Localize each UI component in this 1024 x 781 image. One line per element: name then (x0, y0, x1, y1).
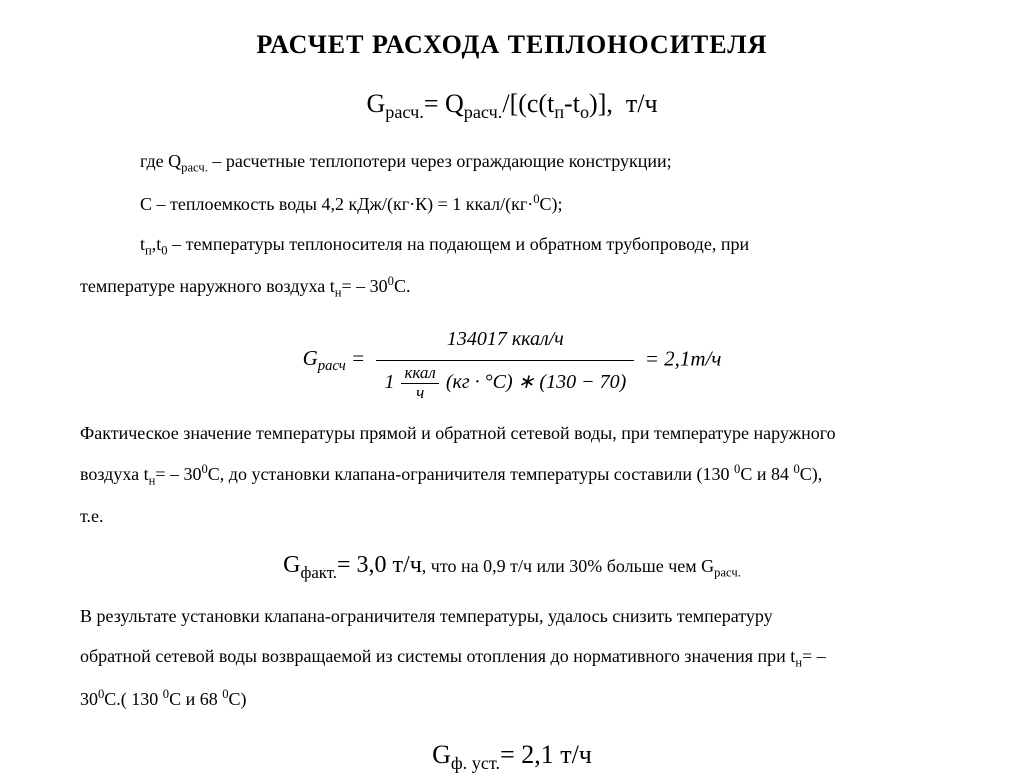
def-q-text: – расчетные теплопотери через ограждающи… (208, 151, 672, 171)
calc-sfnum: ккал (401, 364, 438, 384)
c-4: С) (229, 689, 247, 709)
formula-close: )], (589, 89, 613, 118)
calc-g: G (303, 346, 318, 370)
def-q: где Qрасч. – расчетные теплопотери через… (80, 144, 944, 181)
main-formula: Gрасч.= Qрасч./[(c(tп-tо)], т/ч (80, 79, 944, 130)
def-t-line1: tп,t0 – температуры теплоносителя на под… (80, 227, 944, 264)
final-val: = 2,1 т/ч (500, 740, 592, 769)
calc-den: 1 ккал ч (кг · °С) ∗ (130 − 70) (376, 361, 634, 403)
calc-den-mid: (кг · °С) ∗ (130 − 70) (446, 371, 626, 393)
formula-g: G (366, 89, 385, 118)
def-t2b: = – 30 (341, 276, 387, 296)
calc-eq: = (346, 346, 371, 370)
def-t-s1: п (145, 243, 152, 257)
final-sub: ф. уст. (451, 753, 500, 773)
def-t-text: – температуры теплоносителя на подающем … (168, 234, 750, 254)
b1-2: = – 30 (155, 464, 201, 484)
calc-g-sub: расч (318, 359, 346, 375)
b1-3: С, до установки клапана-ограничителя тем… (208, 464, 734, 484)
def-c-text: С – теплоемкость воды 4,2 кДж/(кг·К) = 1… (140, 194, 533, 214)
b1-5: С), (800, 464, 823, 484)
calc-result: = 2,1т/ч (645, 346, 722, 370)
calc-small-frac: ккал ч (401, 364, 438, 402)
formula-q-sub: расч. (464, 103, 503, 123)
body1-a: Фактическое значение температуры прямой … (80, 416, 944, 450)
page-title: РАСЧЕТ РАСХОДА ТЕПЛОНОСИТЕЛЯ (80, 20, 944, 69)
def-t-comma: ,t (152, 234, 162, 254)
body1-b: воздуха tн= – 300С, до установки клапана… (80, 457, 944, 494)
b2-2: = – (802, 646, 826, 666)
body2-a: В результате установки клапана-ограничит… (80, 599, 944, 633)
def-t2a: температуре наружного воздуха t (80, 276, 335, 296)
formula-g-sub: расч. (385, 103, 424, 123)
c-1: 30 (80, 689, 98, 709)
def-where: где Q (140, 151, 181, 171)
b1-1: воздуха t (80, 464, 149, 484)
formula-mid: -t (564, 89, 580, 118)
body2-b: обратной сетевой воды возвращаемой из си… (80, 639, 944, 676)
body1-c: т.е. (80, 499, 944, 533)
calc-equation: Gрасч = 134017 ккал/ч 1 ккал ч (кг · °С)… (80, 320, 944, 403)
fact-val: = 3,0 т/ч (337, 552, 422, 578)
def-t-line2: температуре наружного воздуха tн= – 300С… (80, 269, 944, 306)
formula-q: Q (445, 89, 464, 118)
fact-t1: , что на 0,9 т/ч или 30% больше чем G (422, 556, 714, 576)
fact-tsub: расч. (714, 566, 741, 580)
b1-4: С и 84 (740, 464, 793, 484)
calc-sfden: ч (401, 384, 438, 403)
fact-sub: факт. (300, 563, 337, 582)
c-3: С и 68 (169, 689, 222, 709)
calc-den-lead: 1 (384, 371, 394, 393)
body2-c: 300С.( 130 0С и 68 0С) (80, 682, 944, 716)
def-c: С – теплоемкость воды 4,2 кДж/(кг·К) = 1… (80, 187, 944, 221)
def-c-close: С); (540, 194, 563, 214)
fact-line: Gфакт.= 3,0 т/ч, что на 0,9 т/ч или 30% … (80, 543, 944, 589)
formula-t1: п (554, 103, 564, 123)
formula-unit: т/ч (626, 89, 658, 118)
formula-div: /[(c(t (502, 89, 554, 118)
c-2: С.( 130 (104, 689, 163, 709)
fact-sym: G (283, 552, 300, 578)
calc-fraction: 134017 ккал/ч 1 ккал ч (кг · °С) ∗ (130 … (376, 320, 634, 403)
final-sym: G (432, 740, 451, 769)
final-line: Gф. уст.= 2,1 т/ч (80, 730, 944, 781)
calc-num: 134017 ккал/ч (376, 320, 634, 361)
b2-1: обратной сетевой воды возвращаемой из си… (80, 646, 795, 666)
def-t2c: С. (394, 276, 411, 296)
def-q-sub: расч. (181, 161, 208, 175)
formula-t2: о (580, 103, 589, 123)
